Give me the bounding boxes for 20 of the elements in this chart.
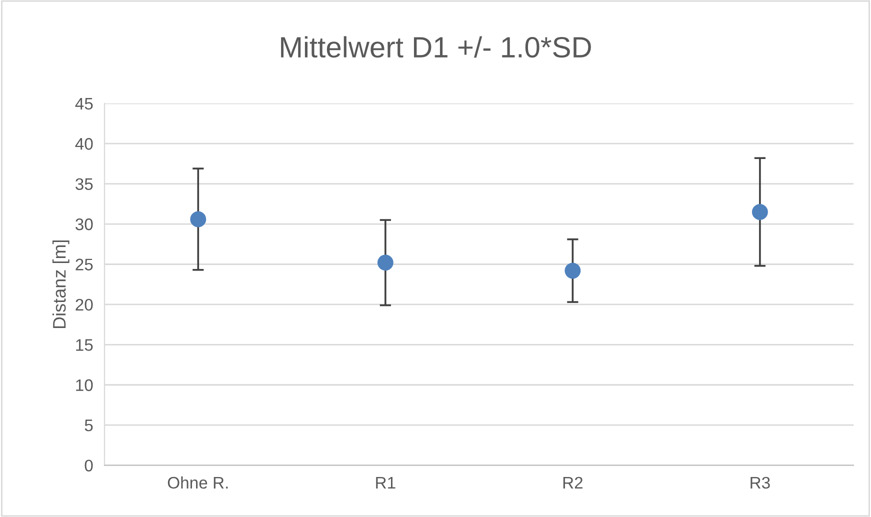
chart-title: Mittelwert D1 +/- 1.0*SD: [281, 36, 591, 58]
x-tick-label: R3: [750, 476, 770, 489]
point: [564, 262, 581, 279]
x-tick-label: R2: [563, 476, 582, 488]
y-axis-title: Distanz [m]: [52, 240, 70, 328]
point: [377, 254, 394, 271]
y-tick-label: 45: [75, 98, 93, 110]
y-tick-label: 5: [84, 420, 93, 432]
x-tick-label: Ohne R.: [168, 476, 228, 489]
y-tick-label: 35: [76, 178, 93, 190]
point: [752, 204, 768, 220]
y-tick-label: 15: [76, 339, 93, 351]
y-tick-label: 20: [76, 298, 93, 311]
point: [190, 211, 206, 228]
y-tick-label: 10: [76, 379, 93, 392]
y-tick-label: 0: [84, 460, 93, 472]
y-tick-label: 30: [76, 218, 93, 230]
y-tick-label: 40: [75, 138, 93, 150]
x-tick-label: R1: [376, 477, 396, 488]
y-tick-label: 25: [76, 258, 93, 270]
